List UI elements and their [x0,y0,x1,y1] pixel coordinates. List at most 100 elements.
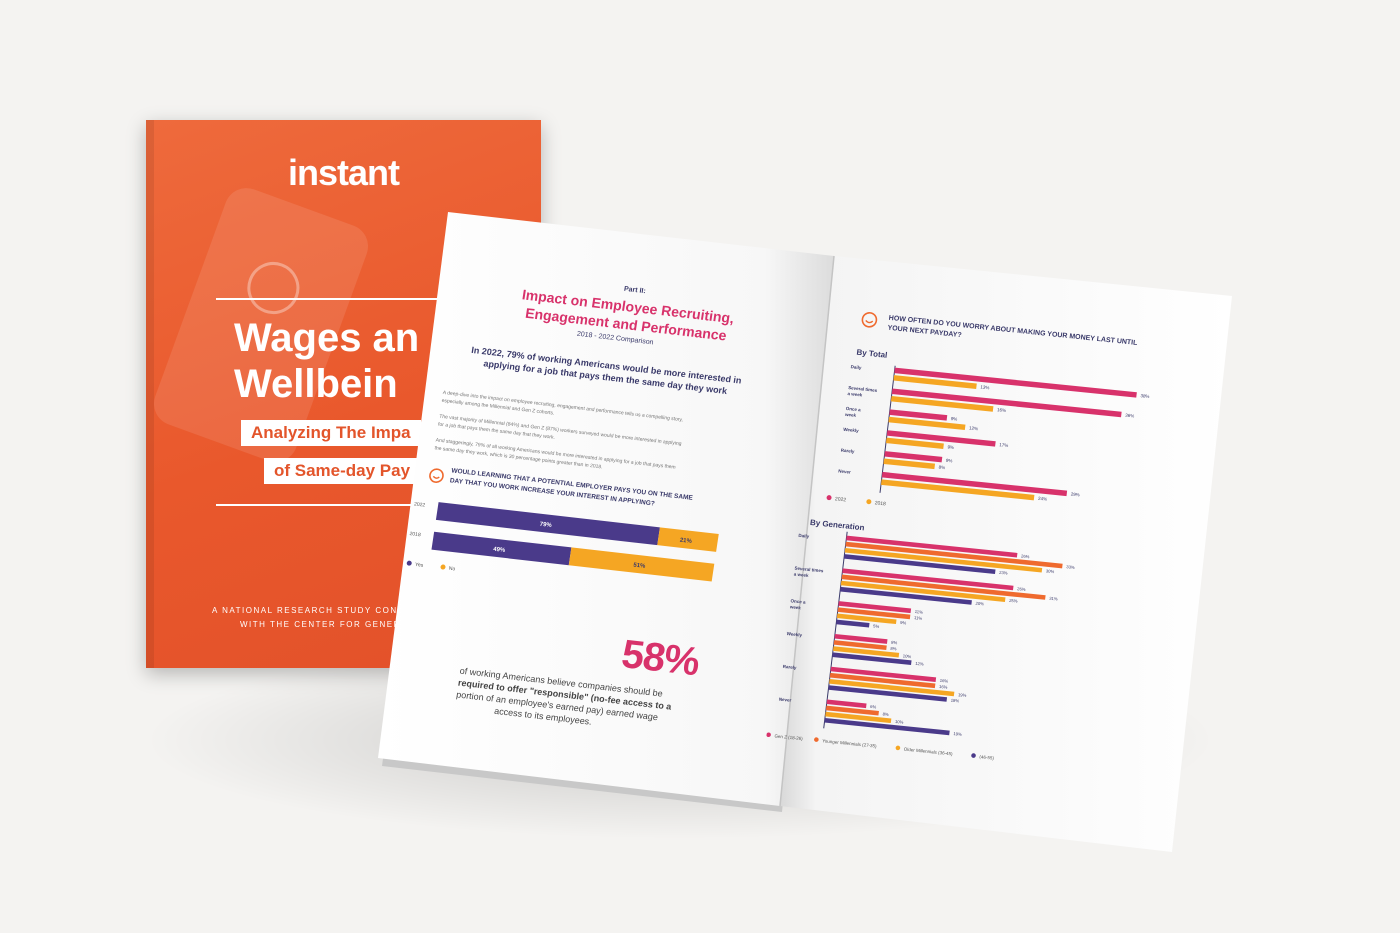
gen-bar [825,711,892,724]
yes-no-category-label: 2022 [414,501,426,508]
gen-legend-swatch [971,753,976,758]
gen-bar [842,568,1014,591]
total-value-label: 12% [969,425,979,431]
total-category-label: Daily [850,364,862,370]
total-value-label: 9% [951,416,958,422]
gen-value-label: 30% [1046,568,1055,574]
no-value-label: 21% [679,538,692,545]
total-value-label: 16% [997,407,1007,413]
gen-value-label: 11% [915,609,924,615]
legend-no-label: No [448,566,455,573]
total-legend-swatch [866,499,872,505]
total-bar-2018 [883,458,936,470]
yes-value-label: 79% [539,522,552,529]
total-value-label: 13% [980,384,990,390]
gen-value-label: 26% [1017,586,1026,592]
gen-value-label: 23% [999,570,1008,576]
gen-value-label: 10% [903,653,912,659]
gen-value-label: 31% [1049,596,1058,602]
gen-bar [828,685,948,702]
cover-title-line1: Wages an [234,316,420,360]
gen-value-label: 9% [900,620,907,626]
gen-value-label: 20% [975,601,984,607]
gen-bar [837,607,911,620]
gen-category-label: Several times [794,566,824,574]
gen-bar [830,666,937,682]
gen-value-label: 16% [940,678,949,684]
cover-footer-line1: A NATIONAL RESEARCH STUDY CONDUCTE [212,606,433,615]
gen-axis-line [823,531,848,729]
smiley-icon [429,468,444,483]
total-bar-2018 [888,416,966,431]
gen-value-label: 26% [1021,553,1030,559]
gen-value-label: 11% [914,615,923,621]
gen-value-label: 8% [891,640,898,646]
gen-bar [838,601,912,614]
gen-bar [829,672,936,689]
gen-category-label: a week [793,571,809,578]
no-bar [657,527,719,552]
gen-legend-label: (46-55) [979,754,995,760]
cover-subtitle-line2: of Same-day Pay [264,458,421,484]
total-axis-line [879,365,896,493]
gen-bar [833,640,887,651]
gen-value-label: 12% [915,661,924,667]
total-value-label: 9% [946,458,953,464]
legend-yes-label: Yes [415,562,424,569]
left-page [378,212,834,806]
gen-legend-label: Gen Z (18-26) [774,733,803,741]
total-legend-swatch [826,495,832,501]
gen-category-label: Daily [798,533,810,539]
total-category-label: Several times [848,385,878,393]
gen-value-label: 33% [1066,564,1075,570]
gen-bar [843,554,996,575]
gen-bar [844,547,1043,573]
total-value-label: 36% [1125,413,1135,419]
gen-value-label: 25% [1009,598,1018,604]
yes-value-label: 49% [493,547,506,554]
no-bar [568,547,715,582]
gen-bar [832,646,900,658]
total-legend-label: 2018 [874,500,886,507]
total-value-label: 24% [1038,496,1048,502]
cover-spine [146,120,154,668]
total-bar-2022 [884,451,943,463]
gen-bar [840,586,972,605]
total-bar-2022 [891,388,1122,418]
gen-bar [825,705,879,716]
yes-no-chart: 2022 79% 21% 2018 49% 51% Yes No [406,501,719,582]
legend-yes-swatch [406,560,412,566]
gen-bar [824,717,950,736]
instant-logo: instant [288,152,400,193]
stat-58-percent: 58% [618,632,702,685]
gen-bar [834,633,888,644]
cover-footer-line2: WITH THE CENTER FOR GENERATIO [240,620,425,629]
gen-legend-label: Younger Millennials (27-35) [822,738,877,749]
total-bar-2018 [885,437,944,449]
gen-bar [829,679,955,697]
gen-category-label: Rarely [782,664,797,670]
total-legend-label: 2022 [835,496,847,503]
gen-legend-swatch [814,737,819,742]
gen-value-label: 10% [895,719,904,725]
total-category-label: Weekly [843,427,859,434]
gen-bar [836,613,897,625]
total-category-label: week [844,412,857,418]
total-category-label: Never [838,468,851,474]
no-value-label: 51% [633,563,646,570]
total-value-label: 8% [938,465,945,471]
gen-category-label: week [789,604,802,610]
cover-rule-bottom [216,504,541,506]
yes-bar [435,502,660,546]
total-value-label: 17% [999,442,1009,448]
gen-bar [846,535,1018,558]
gen-value-label: 8% [882,711,889,717]
total-category-label: Rarely [840,448,855,454]
gen-bar [841,574,1046,600]
gen-legend-swatch [895,745,901,751]
book-gutter [779,255,835,807]
gen-bar [840,580,1006,602]
